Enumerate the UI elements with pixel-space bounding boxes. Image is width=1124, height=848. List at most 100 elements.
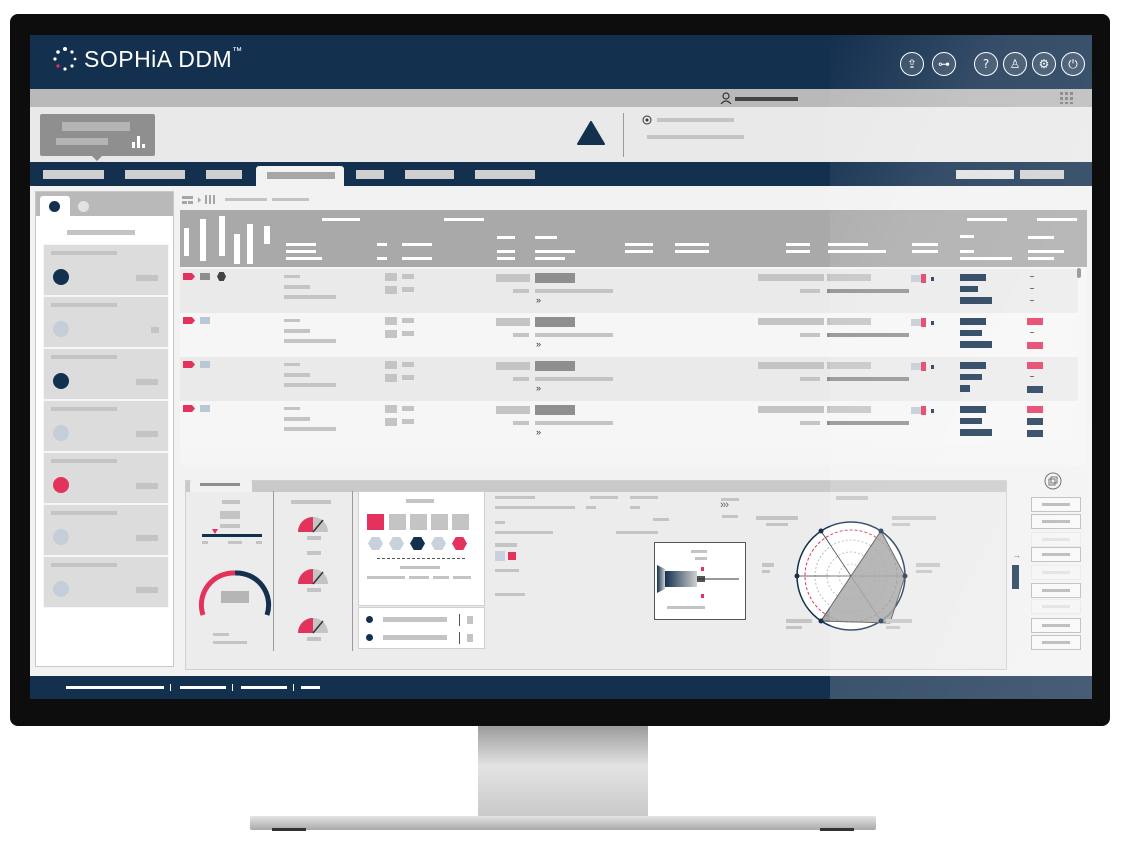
- annotation-line: [590, 496, 618, 499]
- filter-option-button[interactable]: [1031, 514, 1081, 529]
- table-row[interactable]: »: [180, 401, 1078, 445]
- sample-value: [136, 275, 158, 281]
- cell: [535, 405, 575, 415]
- expand-marker[interactable]: »: [536, 339, 542, 349]
- filter-option-button[interactable]: [1031, 532, 1081, 547]
- tab-active[interactable]: [256, 166, 344, 186]
- allele-bar: [911, 407, 925, 414]
- range-slider-track: [202, 534, 262, 537]
- sample-list-item[interactable]: [43, 244, 169, 296]
- analysis-tab-active[interactable]: [190, 479, 252, 492]
- cell: [758, 274, 824, 281]
- secondary-button[interactable]: [956, 170, 1014, 179]
- allele-bar: [911, 319, 925, 326]
- project-selector[interactable]: [40, 114, 155, 161]
- allele-bar: [911, 275, 925, 282]
- radar-axis-label: [836, 496, 868, 500]
- tick: [256, 541, 262, 544]
- sample-list-item[interactable]: [43, 296, 169, 348]
- footer-link[interactable]: [66, 686, 164, 689]
- filter-option-button[interactable]: [1031, 547, 1081, 562]
- tab[interactable]: [475, 170, 535, 179]
- expand-marker[interactable]: »: [536, 383, 542, 393]
- label: [367, 576, 405, 579]
- sample-list-item[interactable]: [43, 452, 169, 504]
- filter-list: [358, 607, 485, 649]
- annotation-line: [586, 506, 596, 509]
- column-header-label: [967, 218, 1007, 221]
- annotation-line: [653, 518, 669, 521]
- sample-list-item[interactable]: [43, 400, 169, 452]
- annotation-line: [721, 498, 739, 501]
- status-dot: [53, 373, 69, 389]
- label: [307, 551, 321, 555]
- status-dot: [53, 529, 69, 545]
- evidence-bar: [960, 341, 992, 348]
- column-header-label: [322, 218, 360, 221]
- classification-mark: [1027, 362, 1043, 369]
- footer-link[interactable]: [301, 686, 320, 689]
- column-header-label: [786, 250, 810, 253]
- sidebar-tab-active[interactable]: [40, 196, 70, 216]
- scrollbar[interactable]: [1077, 268, 1081, 278]
- table-row[interactable]: »: [180, 313, 1078, 357]
- sample-name: [51, 407, 117, 411]
- expand-marker[interactable]: »: [536, 427, 542, 437]
- user-bar: [30, 89, 1092, 107]
- sample-list-item[interactable]: [43, 504, 169, 556]
- variant-tag: [183, 405, 195, 412]
- evidence-bar: [960, 318, 986, 325]
- protein-box: [389, 514, 406, 530]
- breadcrumb-icon[interactable]: [182, 195, 216, 205]
- column-header-label: [625, 250, 653, 253]
- filter-option-button[interactable]: [1031, 599, 1081, 614]
- primary-button[interactable]: [1020, 170, 1064, 179]
- tab[interactable]: [125, 170, 185, 179]
- evidence-bar: [960, 429, 992, 436]
- user-name[interactable]: [735, 97, 798, 101]
- column-header-label: [1028, 257, 1054, 260]
- expand-marker[interactable]: »: [536, 295, 542, 305]
- filter-option-button[interactable]: [1031, 497, 1081, 512]
- radar-axis-label: [786, 619, 812, 623]
- sidebar-tab[interactable]: [78, 201, 89, 212]
- more-arrows-icon[interactable]: ›››: [720, 499, 729, 511]
- tab[interactable]: [356, 170, 384, 179]
- tab[interactable]: [43, 170, 104, 179]
- filter-option-button[interactable]: [1031, 583, 1081, 598]
- alignment-graphic: [657, 565, 739, 598]
- help-icon[interactable]: ?: [974, 52, 998, 76]
- settings-icon[interactable]: ⚙: [1032, 52, 1056, 76]
- footer-link[interactable]: [180, 686, 226, 689]
- copy-icon[interactable]: [1044, 472, 1062, 490]
- cell: [800, 421, 820, 425]
- footer-link[interactable]: [241, 686, 287, 689]
- label: [433, 576, 449, 579]
- table-row[interactable]: »: [180, 269, 1078, 313]
- sample-list-item[interactable]: [43, 556, 169, 608]
- divider: [623, 113, 624, 157]
- cell: [800, 333, 820, 337]
- column-header-label: [960, 235, 974, 238]
- allele-bar: [911, 363, 925, 370]
- workflow-icon[interactable]: ⊶: [932, 52, 956, 76]
- table-row[interactable]: »: [180, 357, 1078, 401]
- tab[interactable]: [405, 170, 454, 179]
- column-header-label: [1028, 250, 1064, 253]
- upload-icon[interactable]: ⇪: [900, 52, 924, 76]
- column-header-label: [377, 243, 387, 246]
- power-icon[interactable]: ⏻: [1061, 52, 1085, 76]
- monitor-stand-neck: [478, 726, 648, 816]
- filter-option-button[interactable]: [1031, 635, 1081, 650]
- classification-mark: [1027, 318, 1043, 325]
- tab[interactable]: [206, 170, 242, 179]
- filter-option-button[interactable]: [1031, 618, 1081, 633]
- add-user-icon[interactable]: ♙: [1003, 52, 1027, 76]
- apps-grid-icon[interactable]: [1060, 92, 1074, 104]
- cell: [385, 405, 397, 413]
- cell: [827, 289, 909, 293]
- user-icon[interactable]: [720, 92, 732, 104]
- filter-option-button[interactable]: [1031, 565, 1081, 580]
- sample-list-item[interactable]: [43, 348, 169, 400]
- column-header-label: [960, 257, 1012, 260]
